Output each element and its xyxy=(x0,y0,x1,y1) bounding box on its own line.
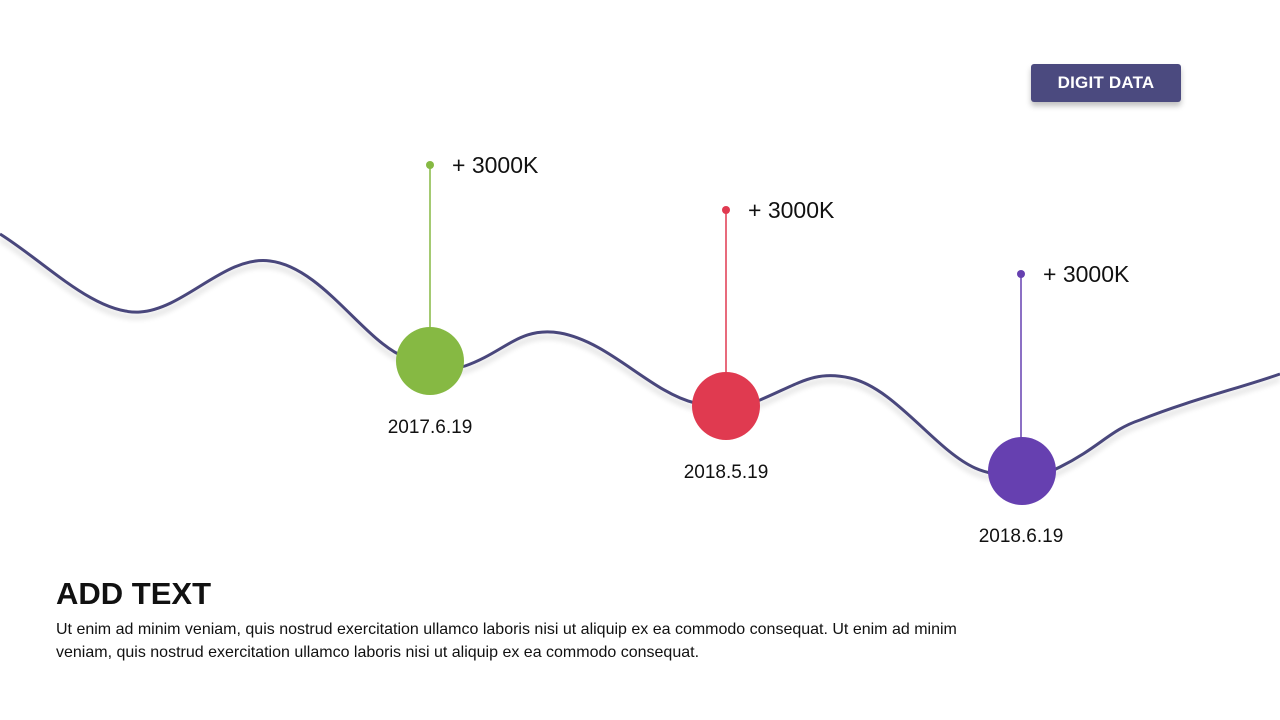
milestone-dot-1 xyxy=(426,161,434,169)
milestone-value-1: + 3000K xyxy=(452,152,539,178)
milestone-dot-3 xyxy=(1017,270,1025,278)
milestone-value-2: + 3000K xyxy=(748,197,835,223)
digit-data-tag: DIGIT DATA xyxy=(1031,64,1181,102)
wave-curve xyxy=(0,232,1280,478)
milestone-value-3: + 3000K xyxy=(1043,261,1130,287)
milestone-date-2: 2018.5.19 xyxy=(683,462,769,483)
milestone-date-3: 2018.6.19 xyxy=(978,526,1064,547)
milestone-circle-2 xyxy=(692,372,760,440)
milestone-dot-2 xyxy=(722,206,730,214)
body-paragraph: Ut enim ad minim veniam, quis nostrud ex… xyxy=(56,621,957,661)
milestone-circle-1 xyxy=(396,327,464,395)
milestone-date-1: 2017.6.19 xyxy=(387,417,473,438)
milestone-circle-3 xyxy=(988,437,1056,505)
section-heading: ADD TEXT xyxy=(56,576,211,611)
